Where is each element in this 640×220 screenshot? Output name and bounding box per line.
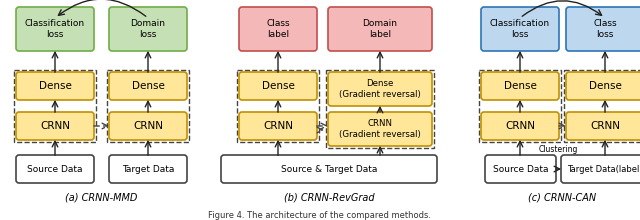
- Text: Classification
loss: Classification loss: [25, 19, 85, 39]
- Text: (b) CRNN-RevGrad: (b) CRNN-RevGrad: [284, 192, 374, 202]
- FancyBboxPatch shape: [109, 155, 187, 183]
- Text: Source Data: Source Data: [493, 165, 548, 174]
- Bar: [107, 70, 189, 142]
- Text: Figure 4. The architecture of the compared methods.: Figure 4. The architecture of the compar…: [209, 211, 431, 220]
- Bar: [14, 70, 96, 142]
- FancyBboxPatch shape: [239, 112, 317, 140]
- Text: Target Data: Target Data: [122, 165, 174, 174]
- FancyBboxPatch shape: [239, 72, 317, 100]
- FancyBboxPatch shape: [16, 112, 94, 140]
- FancyBboxPatch shape: [566, 72, 640, 100]
- Text: CRNN: CRNN: [505, 121, 535, 131]
- Text: CRNN: CRNN: [40, 121, 70, 131]
- FancyBboxPatch shape: [481, 72, 559, 100]
- Text: (c) CRNN-CAN: (c) CRNN-CAN: [529, 192, 596, 202]
- Text: Dense: Dense: [132, 81, 164, 91]
- Text: Domain
loss: Domain loss: [131, 19, 166, 39]
- FancyBboxPatch shape: [481, 7, 559, 51]
- FancyBboxPatch shape: [485, 155, 556, 183]
- FancyBboxPatch shape: [566, 7, 640, 51]
- FancyBboxPatch shape: [16, 7, 94, 51]
- Text: CRNN: CRNN: [590, 121, 620, 131]
- Text: (a) CRNN-MMD: (a) CRNN-MMD: [65, 192, 138, 202]
- FancyBboxPatch shape: [16, 72, 94, 100]
- Text: Clustering: Clustering: [539, 145, 578, 154]
- Text: Class
label: Class label: [266, 19, 290, 39]
- Bar: [479, 70, 561, 142]
- Text: Target Data(label): Target Data(label): [567, 165, 640, 174]
- Text: Class
loss: Class loss: [593, 19, 617, 39]
- Text: Dense: Dense: [589, 81, 621, 91]
- FancyBboxPatch shape: [481, 112, 559, 140]
- Text: Dense: Dense: [504, 81, 536, 91]
- Text: CRNN: CRNN: [263, 121, 293, 131]
- FancyBboxPatch shape: [328, 72, 432, 106]
- FancyBboxPatch shape: [239, 7, 317, 51]
- Text: Dense: Dense: [38, 81, 72, 91]
- FancyBboxPatch shape: [328, 7, 432, 51]
- FancyBboxPatch shape: [221, 155, 437, 183]
- FancyBboxPatch shape: [328, 112, 432, 146]
- FancyBboxPatch shape: [109, 72, 187, 100]
- Text: Source & Target Data: Source & Target Data: [281, 165, 377, 174]
- Bar: [237, 70, 319, 142]
- Text: CRNN
(Gradient reversal): CRNN (Gradient reversal): [339, 119, 421, 139]
- Bar: [326, 70, 434, 148]
- FancyBboxPatch shape: [561, 155, 640, 183]
- FancyBboxPatch shape: [566, 112, 640, 140]
- Text: Source Data: Source Data: [28, 165, 83, 174]
- Text: CRNN: CRNN: [133, 121, 163, 131]
- FancyBboxPatch shape: [16, 155, 94, 183]
- Text: Dense
(Gradient reversal): Dense (Gradient reversal): [339, 79, 421, 99]
- Text: Classification
loss: Classification loss: [490, 19, 550, 39]
- FancyBboxPatch shape: [109, 7, 187, 51]
- Text: Domain
label: Domain label: [362, 19, 397, 39]
- Text: Dense: Dense: [262, 81, 294, 91]
- FancyBboxPatch shape: [109, 112, 187, 140]
- Bar: [564, 70, 640, 142]
